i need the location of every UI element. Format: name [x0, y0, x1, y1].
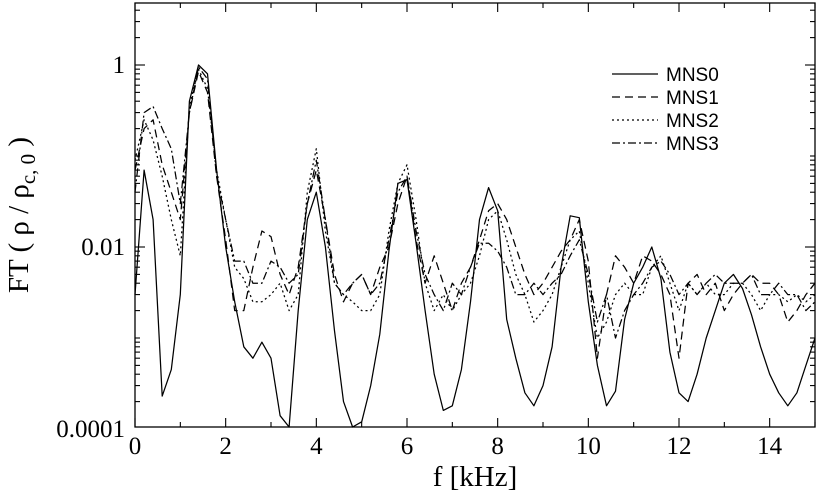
x-tick-label: 12 [667, 433, 692, 460]
y-axis-title-main: FT ( ρ / ρ [3, 184, 35, 293]
series-line-mns1 [134, 70, 816, 359]
y-axis-title-close: ) [3, 137, 35, 154]
plot-frame [134, 2, 816, 428]
x-axis-title: f [kHz] [433, 461, 518, 493]
series-line-mns0 [134, 64, 816, 428]
x-tick-label: 0 [129, 433, 142, 460]
x-tick-label: 8 [491, 433, 504, 460]
legend-label-mns1: MNS1 [666, 88, 719, 109]
y-tick-label: 1 [113, 52, 126, 79]
y-tick-label: 0.01 [81, 234, 125, 261]
legend-label-mns3: MNS3 [666, 134, 719, 155]
legend-label-mns0: MNS0 [666, 65, 719, 86]
y-tick-label: 0.0001 [56, 416, 125, 443]
y-axis-title: FT ( ρ / ρc, 0 ) [3, 137, 40, 293]
x-tick-label: 14 [757, 433, 783, 460]
x-tick-label: 2 [219, 433, 232, 460]
ticks-layer: 0 2 4 6 8 10 12 14 0.0001 0.01 1 [56, 3, 816, 460]
x-tick-label: 10 [576, 433, 601, 460]
series-line-mns2 [134, 68, 816, 339]
y-axis-title-subscript: c, 0 [16, 154, 40, 184]
series-line-mns3 [134, 66, 816, 339]
x-tick-label: 4 [310, 433, 323, 460]
x-tick-label: 6 [401, 433, 414, 460]
series-layer [134, 64, 816, 428]
legend-label-mns2: MNS2 [666, 111, 719, 132]
